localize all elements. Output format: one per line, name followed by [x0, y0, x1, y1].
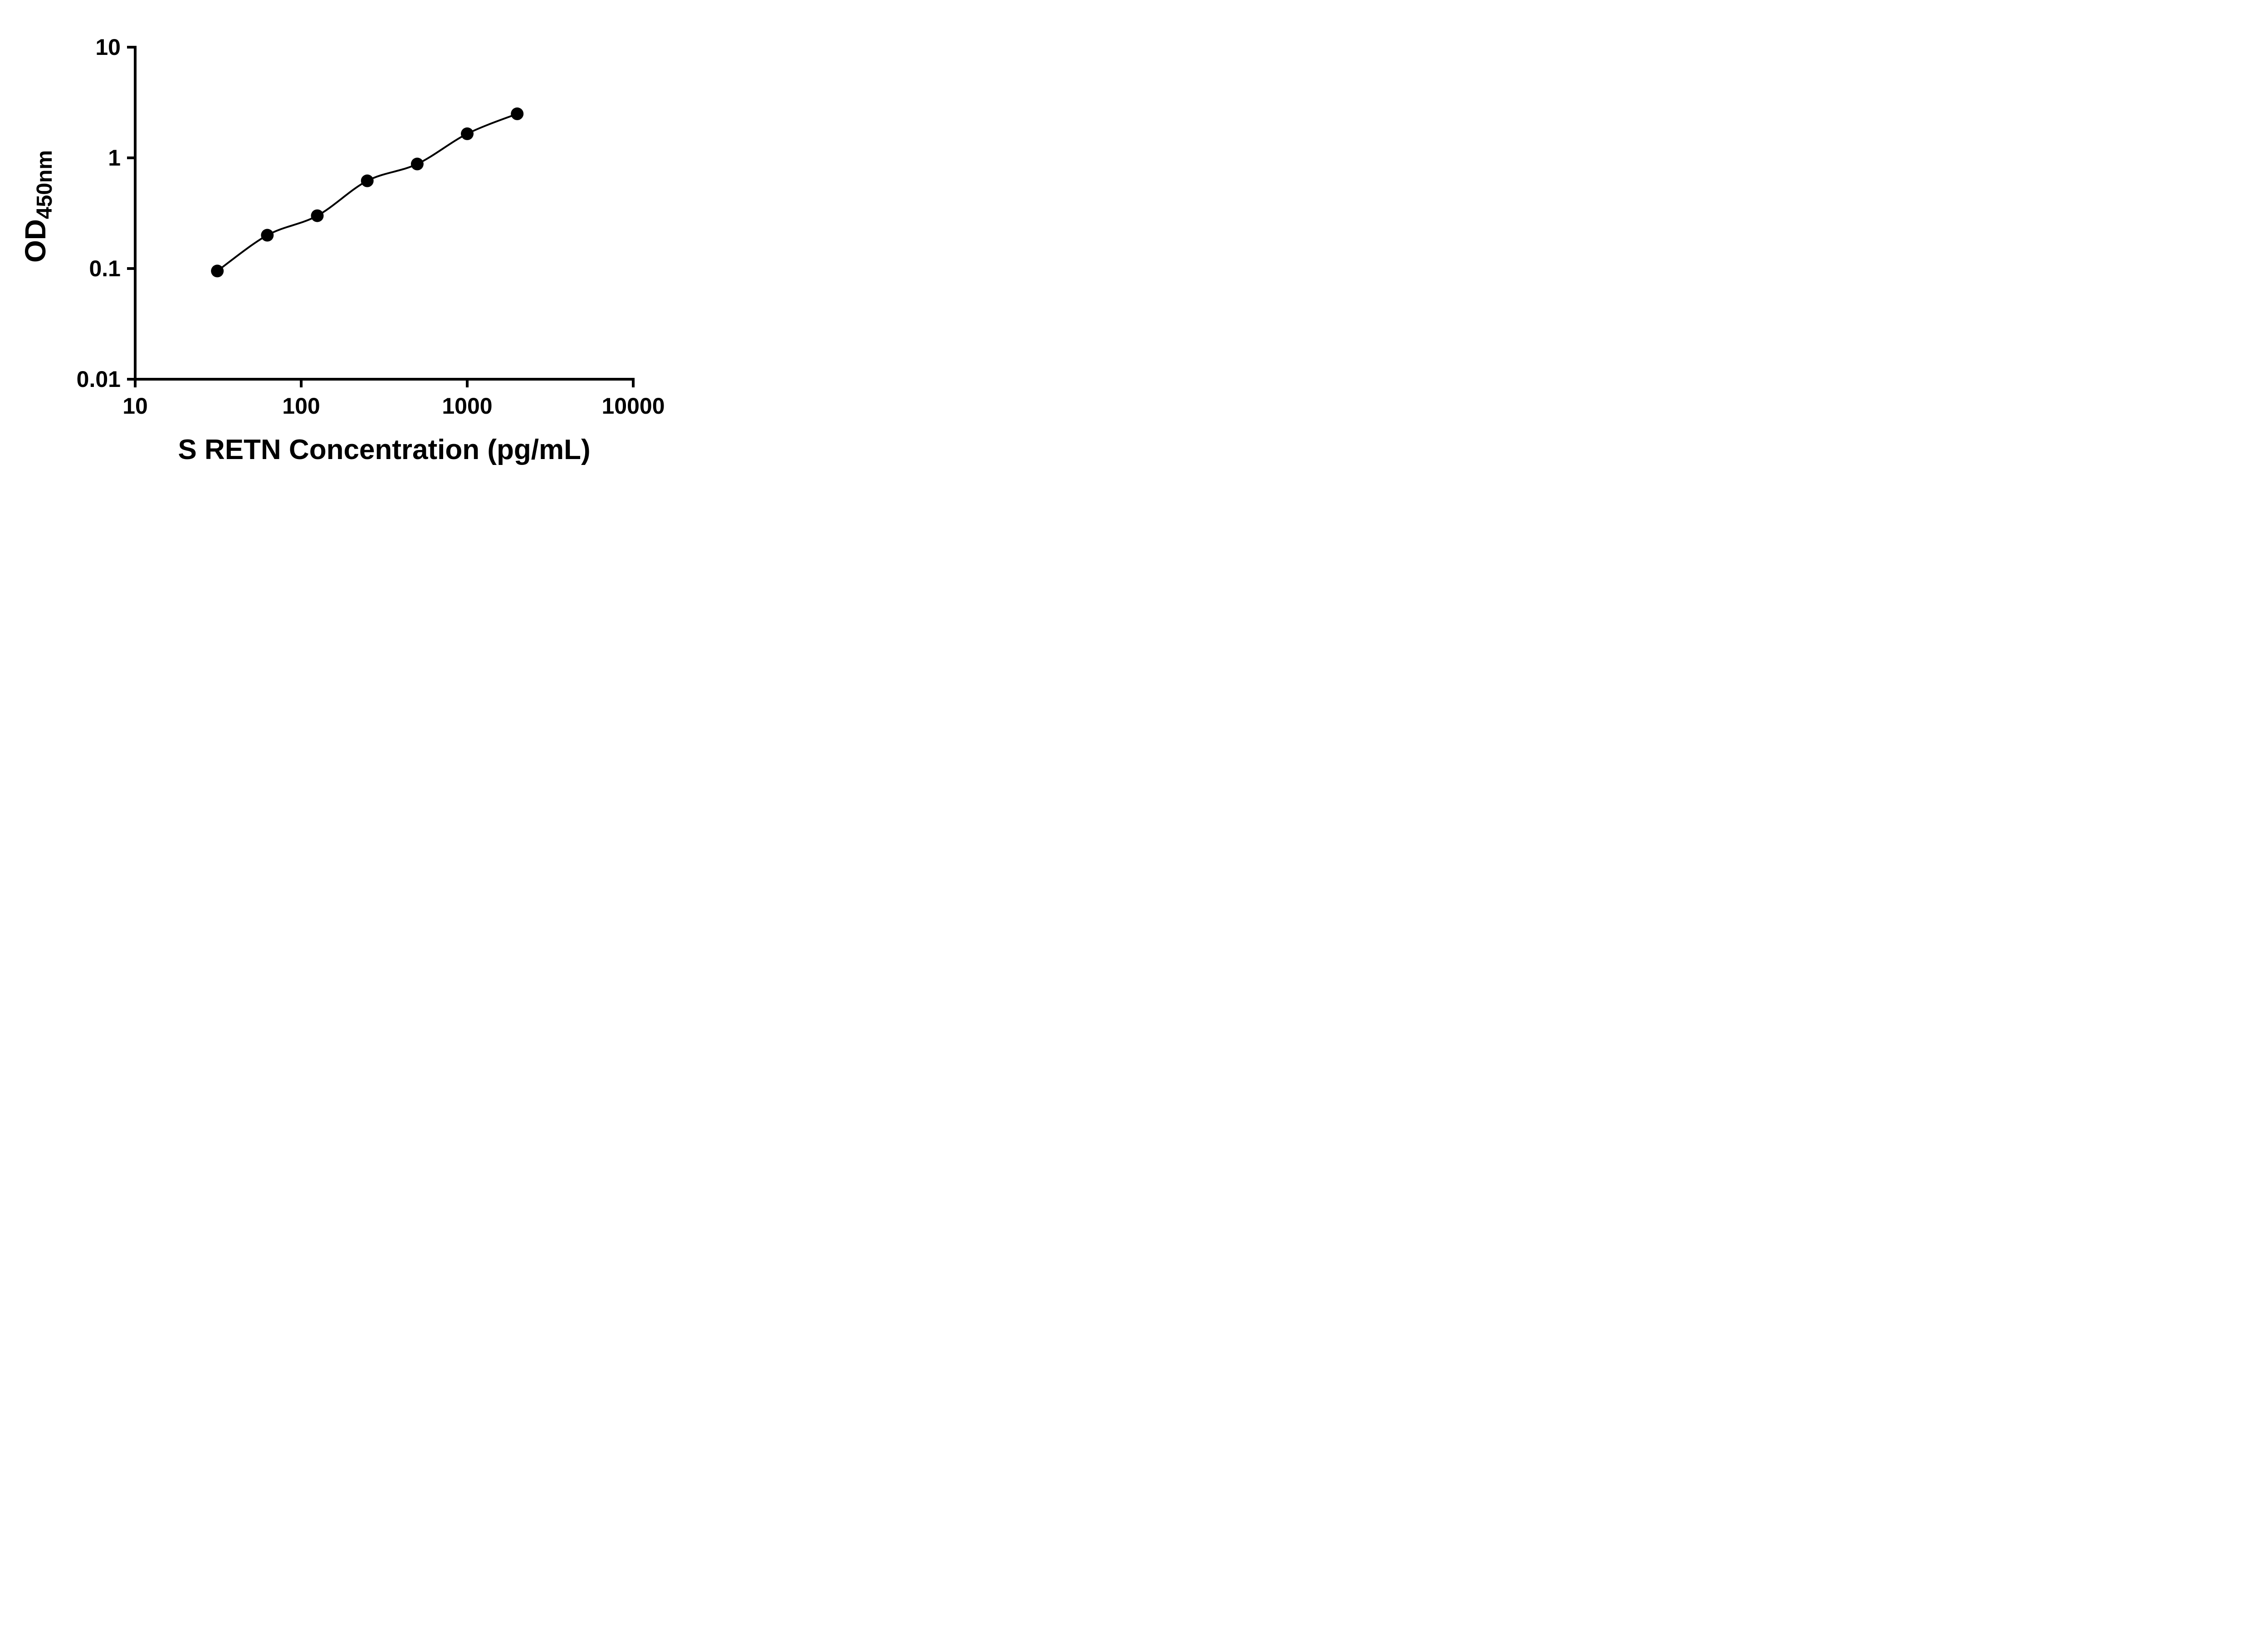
- y-tick-label: 0.1: [89, 256, 121, 281]
- y-axis-title: OD450nm: [19, 150, 57, 263]
- x-axis-ticks: 10 100 1000 10000: [122, 379, 665, 419]
- axes-lines: [134, 46, 635, 381]
- data-point: [361, 174, 374, 187]
- y-axis-title-subscript: 450nm: [33, 150, 57, 219]
- data-point: [461, 127, 474, 140]
- x-tick-label: 10: [122, 393, 148, 419]
- y-tick-label: 10: [95, 34, 121, 60]
- y-axis-title-main: OD: [19, 219, 52, 263]
- data-point: [511, 107, 524, 120]
- x-tick-label: 1000: [442, 393, 492, 419]
- data-point: [211, 264, 224, 278]
- y-tick-label: 0.01: [77, 367, 121, 392]
- x-tick-label: 10000: [601, 393, 665, 419]
- data-point: [261, 229, 274, 242]
- chart-canvas: 10 100 1000 10000 0.01 0.1 1 10 S RETN Concent…: [19, 34, 665, 465]
- y-axis-ticks: 0.01 0.1 1 10: [77, 34, 135, 392]
- elisa-standard-curve-figure: 10 100 1000 10000 0.01 0.1 1 10 S RETN Concent…: [0, 0, 700, 490]
- plot-area: [134, 46, 635, 381]
- y-tick-label: 1: [108, 145, 121, 171]
- x-axis-title: S RETN Concentration (pg/mL): [178, 434, 590, 465]
- data-point: [311, 209, 324, 222]
- x-tick-label: 100: [282, 393, 320, 419]
- data-point: [411, 157, 424, 171]
